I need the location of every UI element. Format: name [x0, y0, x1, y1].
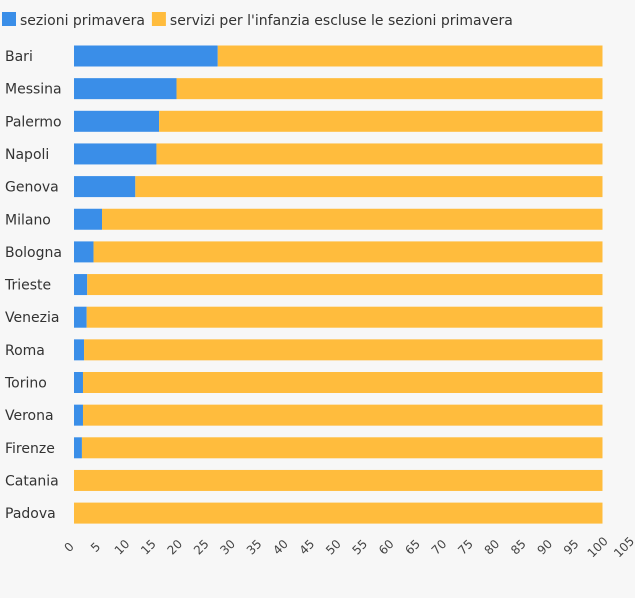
x-tick-label: 90 [534, 537, 555, 558]
bar-segment-series-2 [74, 469, 603, 491]
bar-segment-series-2 [156, 143, 603, 165]
category-label: Torino [4, 376, 47, 392]
category-label: Napoli [5, 147, 49, 163]
x-axis-ticks: 0 5 10 15 20 25 30 35 40 45 50 55 60 65 70 75 80 85 90 95 10… [62, 534, 635, 560]
legend-label-2: servizi per l'infanzia escluse le sezion… [170, 13, 513, 29]
bar-segment-series-1 [74, 437, 82, 459]
bar-segment-series-1 [74, 176, 136, 198]
x-tick-label: 45 [297, 537, 318, 558]
x-tick-label: 70 [429, 537, 450, 558]
bar-segment-series-1 [74, 78, 177, 100]
bar-segment-series-2 [86, 306, 603, 328]
x-tick-label: 50 [323, 537, 344, 558]
x-tick-label: 40 [270, 537, 291, 558]
bar-segment-series-2 [81, 437, 603, 459]
legend-swatch-2 [151, 12, 166, 26]
x-tick-label: 80 [482, 537, 503, 558]
category-labels: Bari Messina Palermo Napoli Genova Milano Bolo… [4, 49, 62, 522]
category-label: Genova [5, 180, 59, 196]
x-tick-label: 100 [585, 534, 611, 560]
category-label: Catania [5, 473, 59, 489]
x-tick-label: 35 [244, 537, 265, 558]
category-label: Palermo [5, 114, 62, 130]
x-tick-label: 15 [138, 537, 159, 558]
category-label: Venezia [5, 310, 59, 326]
category-label: Messina [5, 82, 62, 98]
bar-segment-series-1 [74, 372, 83, 393]
bar-segment-series-2 [87, 274, 603, 296]
bar-segment-series-2 [74, 502, 603, 524]
bar-segment-series-2 [217, 45, 603, 67]
x-tick-label: 55 [349, 537, 370, 558]
legend-label-1: sezioni primavera [20, 13, 145, 29]
x-tick-label: 30 [217, 537, 238, 558]
bars [74, 45, 603, 524]
x-tick-label: 0 [62, 540, 77, 555]
category-label: Roma [5, 343, 45, 359]
bar-segment-series-2 [93, 241, 603, 263]
bar-segment-series-1 [74, 110, 160, 132]
bar-segment-series-2 [82, 372, 603, 393]
bar-segment-series-1 [74, 339, 85, 361]
bar-segment-series-2 [159, 110, 603, 132]
x-tick-label: 25 [191, 537, 212, 558]
x-tick-label: 95 [561, 537, 582, 558]
bar-segment-series-1 [74, 306, 87, 328]
bar-segment-series-1 [74, 274, 88, 296]
bar-segment-series-1 [74, 143, 157, 165]
x-tick-label: 5 [88, 540, 103, 555]
x-tick-label: 60 [376, 537, 397, 558]
bar-segment-series-1 [74, 208, 103, 230]
x-tick-label: 75 [455, 537, 476, 558]
category-label: Firenze [5, 441, 55, 457]
bar-segment-series-1 [74, 45, 218, 67]
bar-segment-series-2 [84, 339, 603, 361]
x-tick-label: 85 [508, 537, 529, 558]
x-tick-label: 65 [402, 537, 423, 558]
category-label: Bari [5, 49, 33, 65]
bar-segment-series-2 [82, 404, 603, 426]
category-label: Milano [5, 212, 51, 228]
x-tick-label: 105 [611, 534, 635, 560]
x-tick-label: 10 [112, 537, 133, 558]
bar-segment-series-1 [74, 241, 94, 263]
legend: sezioni primavera servizi per l'infanzia … [2, 12, 513, 29]
category-label: Verona [5, 408, 54, 424]
bar-segment-series-2 [135, 176, 603, 198]
bar-segment-series-2 [102, 208, 603, 230]
category-label: Trieste [4, 278, 51, 294]
category-label: Bologna [5, 245, 62, 261]
bar-segment-series-1 [74, 404, 83, 426]
bar-segment-series-2 [176, 78, 603, 100]
category-label: Padova [5, 506, 56, 522]
legend-swatch-1 [2, 12, 16, 26]
x-tick-label: 20 [165, 537, 186, 558]
